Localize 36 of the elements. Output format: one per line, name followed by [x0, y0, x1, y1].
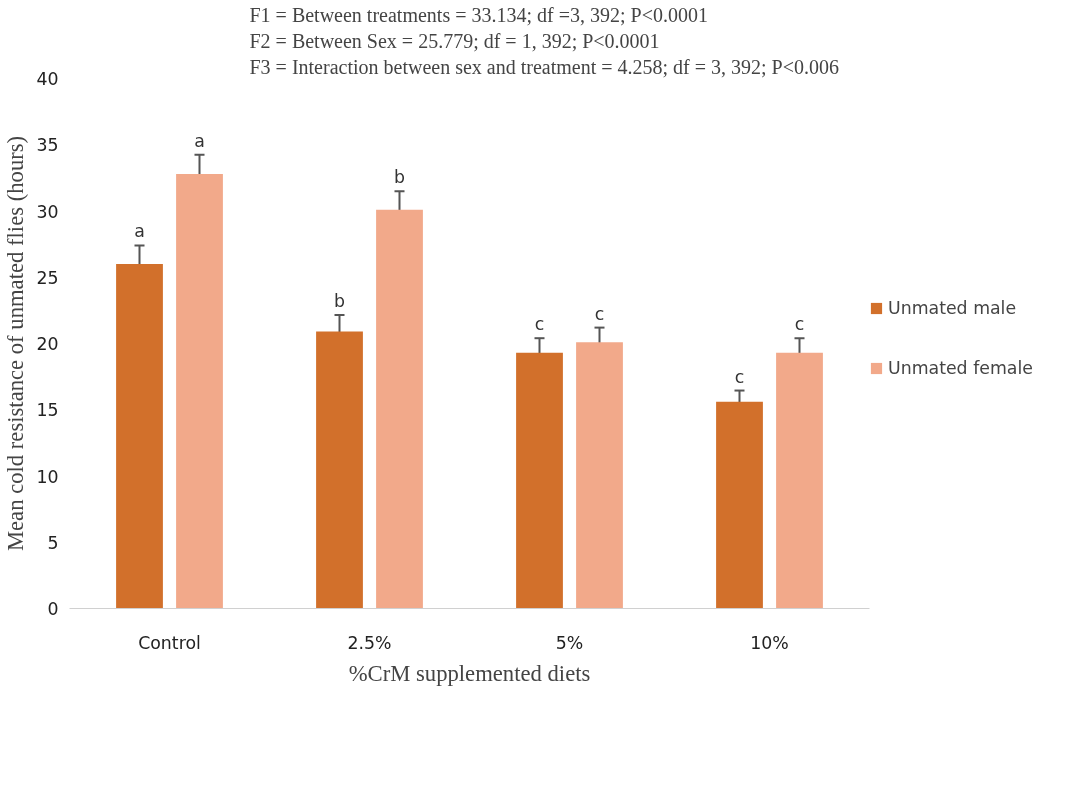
y-tick-label: 25: [36, 267, 59, 288]
annotation: b: [394, 167, 405, 188]
bar: [316, 331, 363, 609]
text: F2 = Between Sex = 25.779; df = 1, 392; P<0.0001: [249, 29, 660, 52]
x-tick-label: Control: [138, 632, 201, 653]
y-tick-label: 10: [36, 466, 59, 487]
x-tick-label: 5%: [555, 632, 584, 653]
y-tick-label: 20: [36, 334, 59, 354]
bar: [516, 352, 563, 609]
y-tick-label: 0: [47, 599, 59, 619]
annotation: c: [594, 303, 605, 324]
annotation: a: [194, 130, 205, 151]
text: F3 = Interaction between sex and treatment = 4.258; df = 3, 392; P<0.006: [249, 55, 839, 78]
bar: [376, 209, 423, 609]
bar: [176, 173, 223, 609]
y-tick-label: 15: [36, 400, 59, 421]
annotation: a: [134, 221, 145, 242]
text: F1 = Between treatments = 33.134; df =3, 392; P<0.0001: [249, 3, 708, 26]
y-tick-label: 5: [47, 532, 59, 553]
annotation: c: [794, 314, 805, 335]
annotation: c: [534, 314, 545, 335]
legend-label: Unmated male: [888, 298, 1017, 318]
x-tick-label: 10%: [750, 632, 789, 653]
x-tick-label: 2.5%: [347, 632, 392, 653]
y-tick-label: 35: [36, 135, 59, 156]
bar: [716, 401, 763, 609]
legend-label: Unmated female: [888, 358, 1033, 378]
annotation: b: [334, 291, 345, 312]
x-axis-title: %CrM supplemented diets: [348, 660, 591, 686]
annotation: c: [734, 366, 745, 387]
bar: [776, 352, 823, 609]
bar: [116, 264, 163, 609]
y-tick-label: 30: [36, 201, 59, 222]
y-tick-label: 40: [36, 69, 59, 89]
bar: [576, 342, 623, 609]
y-axis-title: Mean cold resistance of unmated flies (hours): [3, 135, 29, 552]
